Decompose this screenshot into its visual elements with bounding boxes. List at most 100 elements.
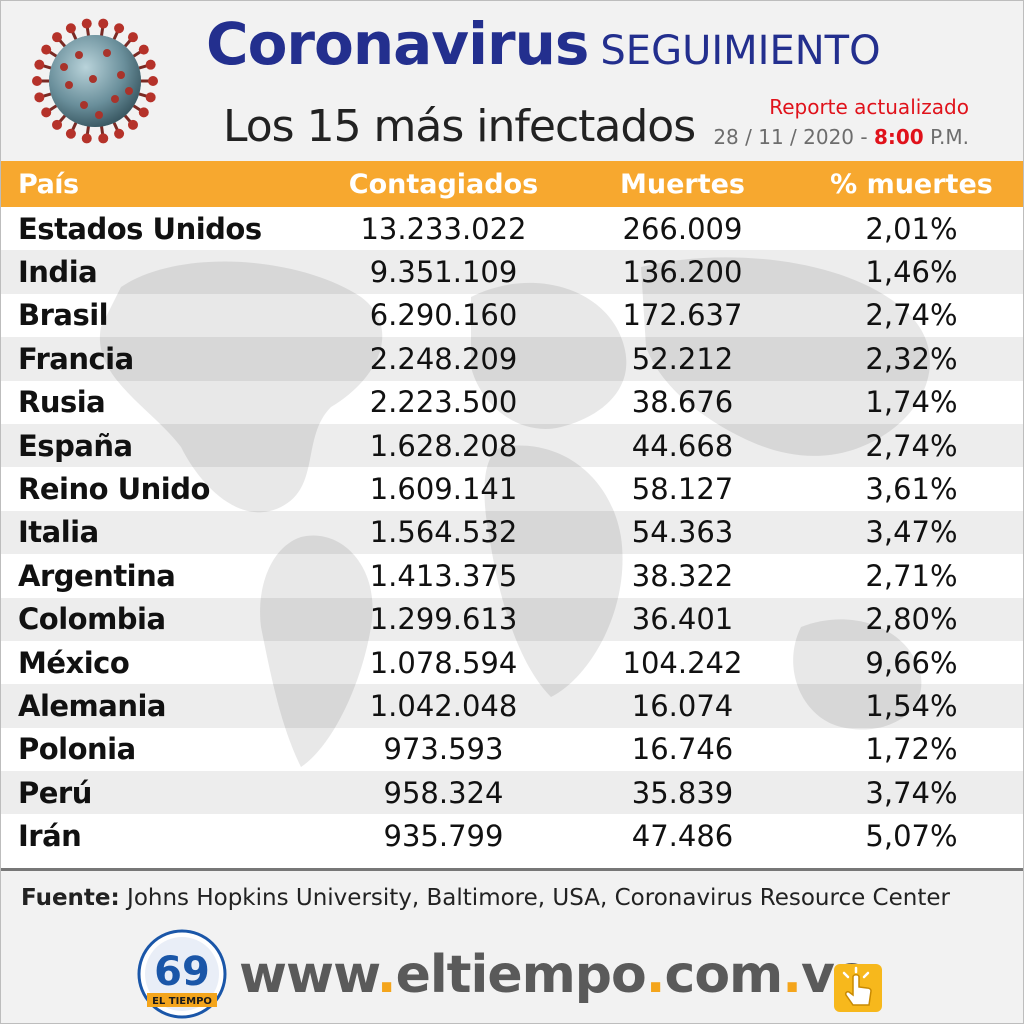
cell-cases: 1.628.208 — [369, 428, 518, 463]
table-row: España 1.628.208 44.668 2,74% — [1, 423, 1023, 468]
cell-deaths: 172.637 — [622, 298, 743, 333]
report-ampm: P.M. — [930, 125, 969, 149]
url-domain: eltiempo — [395, 945, 647, 1005]
cell-country: Brasil — [18, 298, 109, 333]
logo-name: EL TIEMPO — [152, 996, 212, 1007]
cell-cases: 1.413.375 — [369, 558, 518, 593]
cell-death-pct: 9,66% — [865, 645, 958, 680]
data-table: País Contagiados Muertes % muertes Estad… — [1, 161, 1023, 871]
page-title: Coronavirus SEGUIMIENTO — [206, 15, 881, 73]
cell-cases: 1.078.594 — [369, 645, 518, 680]
cell-deaths: 47.486 — [631, 819, 734, 854]
table-row: Argentina 1.413.375 38.322 2,71% — [1, 554, 1023, 597]
logo-number: 69 — [154, 949, 210, 995]
cell-cases: 973.593 — [383, 732, 504, 767]
header-death-pct: % muertes — [830, 168, 993, 200]
cell-death-pct: 1,46% — [865, 255, 958, 290]
cell-deaths: 54.363 — [631, 515, 734, 550]
table-row: Francia 2.248.209 52.212 2,32% — [1, 337, 1023, 381]
cell-death-pct: 5,07% — [865, 819, 958, 854]
cell-country: Francia — [18, 341, 134, 376]
url-com: com — [664, 945, 784, 1005]
cell-country: Argentina — [18, 558, 176, 593]
page-subtitle: Los 15 más infectados — [223, 101, 696, 152]
cell-death-pct: 2,74% — [865, 298, 958, 333]
cell-death-pct: 3,47% — [865, 515, 958, 550]
cell-deaths: 38.676 — [631, 385, 734, 420]
report-date: 28 / 11 / 2020 - — [713, 125, 868, 149]
cell-country: Irán — [18, 819, 82, 854]
table-row: Perú 958.324 35.839 3,74% — [1, 771, 1023, 815]
cell-cases: 958.324 — [383, 775, 504, 810]
table-row: Rusia 2.223.500 38.676 1,74% — [1, 381, 1023, 424]
cell-cases: 6.290.160 — [369, 298, 518, 333]
table-row: Polonia 973.593 16.746 1,72% — [1, 728, 1023, 771]
cell-deaths: 52.212 — [631, 341, 734, 376]
url-dot: . — [782, 945, 802, 1005]
report-time: 8:00 — [873, 125, 924, 149]
source-label: Fuente: — [21, 885, 120, 911]
url-dot: . — [376, 945, 397, 1005]
cell-death-pct: 1,54% — [865, 688, 958, 723]
header-deaths: Muertes — [619, 168, 745, 200]
cell-country: España — [18, 428, 133, 463]
cell-cases: 9.351.109 — [369, 255, 518, 290]
table-row: Colombia 1.299.613 36.401 2,80% — [1, 597, 1023, 641]
cell-death-pct: 2,74% — [865, 428, 958, 463]
cell-death-pct: 2,01% — [865, 211, 958, 246]
cell-country: Colombia — [18, 602, 166, 637]
cell-country: Polonia — [18, 732, 136, 767]
cell-death-pct: 3,74% — [865, 775, 958, 810]
cell-country: México — [18, 645, 130, 680]
header-country: País — [18, 168, 79, 200]
cell-death-pct: 2,32% — [865, 341, 958, 376]
cell-cases: 935.799 — [383, 819, 504, 854]
cell-cases: 2.223.500 — [369, 385, 518, 420]
report-label: Reporte actualizado — [769, 95, 969, 119]
website-url[interactable]: www.eltiempo.com.ve — [239, 949, 869, 1001]
cell-country: Reino Unido — [18, 472, 210, 507]
cell-cases: 2.248.209 — [369, 341, 518, 376]
world-map-background — [99, 257, 930, 767]
cell-deaths: 104.242 — [622, 645, 743, 680]
cell-deaths: 136.200 — [622, 255, 743, 290]
table-header: País Contagiados Muertes % muertes — [1, 161, 1023, 207]
cell-deaths: 38.322 — [631, 558, 734, 593]
report-info: Reporte actualizado 28 / 11 / 2020 - 8:0… — [713, 95, 969, 149]
cell-cases: 1.299.613 — [369, 602, 518, 637]
header-cases: Contagiados — [348, 168, 539, 200]
hand-click-icon[interactable] — [833, 963, 883, 1013]
report-datetime: 28 / 11 / 2020 - 8:00 P.M. — [713, 125, 969, 149]
cell-deaths: 266.009 — [622, 211, 743, 246]
cell-country: Estados Unidos — [18, 211, 262, 246]
table-row: México 1.078.594 104.242 9,66% — [1, 641, 1023, 684]
url-www: www — [239, 945, 378, 1005]
cell-death-pct: 1,74% — [865, 385, 958, 420]
table-row: Brasil 6.290.160 172.637 2,74% — [1, 294, 1023, 337]
el-tiempo-logo[interactable]: 69 EL TIEMPO — [137, 929, 227, 1019]
table-row: India 9.351.109 136.200 1,46% — [1, 250, 1023, 294]
cell-deaths: 58.127 — [631, 472, 734, 507]
table-row: Alemania 1.042.048 16.074 1,54% — [1, 684, 1023, 728]
cell-country: India — [18, 255, 98, 290]
coronavirus-icon — [32, 18, 158, 144]
cell-death-pct: 2,80% — [865, 602, 958, 637]
cell-cases: 13.233.022 — [360, 211, 527, 246]
title-main: Coronavirus — [206, 10, 589, 78]
table-row: Irán 935.799 47.486 5,07% — [1, 814, 1023, 857]
url-dot: . — [645, 945, 666, 1005]
cell-cases: 1.609.141 — [369, 472, 518, 507]
cell-deaths: 36.401 — [631, 602, 734, 637]
cell-death-pct: 1,72% — [865, 732, 958, 767]
table-row: Estados Unidos 13.233.022 266.009 2,01% — [1, 207, 1023, 250]
cell-country: Alemania — [18, 688, 167, 723]
cell-cases: 1.564.532 — [369, 515, 518, 550]
source-text: Johns Hopkins University, Baltimore, USA… — [127, 885, 950, 911]
cell-deaths: 35.839 — [631, 775, 734, 810]
title-secondary: SEGUIMIENTO — [600, 28, 881, 74]
cell-cases: 1.042.048 — [369, 688, 518, 723]
table-row: Reino Unido 1.609.141 58.127 3,61% — [1, 467, 1023, 510]
cell-country: Perú — [18, 775, 92, 810]
cell-deaths: 16.746 — [631, 732, 734, 767]
